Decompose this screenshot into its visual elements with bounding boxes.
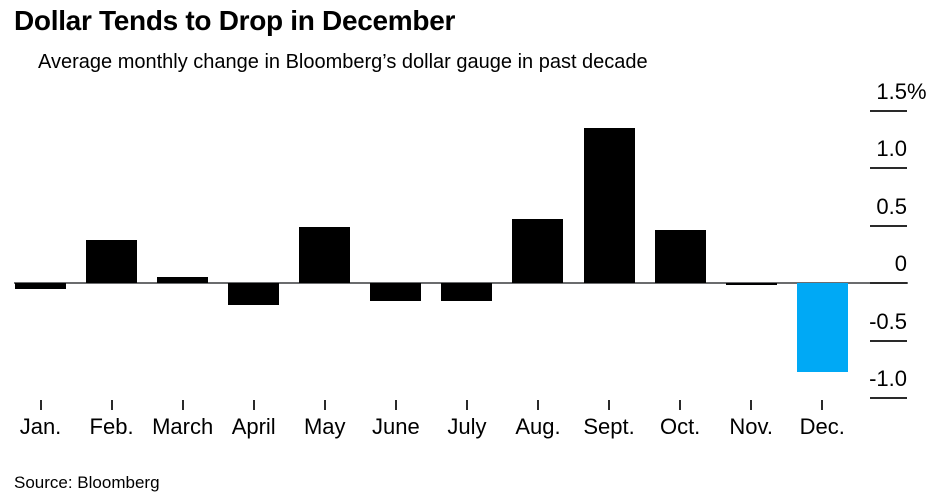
- legend-label: Average monthly change in Bloomberg’s do…: [38, 50, 648, 73]
- y-axis-tick: [870, 397, 907, 399]
- y-axis-label-value: 0: [894, 251, 907, 276]
- y-axis-unit: %: [907, 78, 927, 104]
- x-axis-label: Dec.: [799, 414, 845, 439]
- x-axis-label: Oct.: [659, 414, 701, 439]
- bar-june: [370, 283, 422, 302]
- y-axis-label: -0.5: [817, 308, 907, 335]
- y-axis-label: 0.5: [817, 193, 907, 220]
- y-axis-label-value: -0.5: [869, 308, 907, 334]
- x-axis-tick: [465, 400, 468, 410]
- x-axis-tick: [39, 400, 42, 410]
- x-axis-label: Feb.: [89, 414, 134, 439]
- bar-oct: [654, 230, 706, 283]
- chart-legend: Average monthly change in Bloomberg’s do…: [14, 50, 648, 74]
- x-axis-tick: [394, 400, 397, 410]
- y-axis-label: 0: [817, 250, 907, 277]
- y-axis-tick: [870, 282, 907, 284]
- x-axis-label: Aug.: [515, 414, 561, 439]
- y-axis-tick: [870, 224, 907, 227]
- x-axis-tick: [110, 400, 113, 410]
- x-axis-label: June: [371, 414, 420, 439]
- x-axis-label: March: [152, 414, 214, 439]
- y-axis-label-value: -1.0: [869, 366, 907, 391]
- x-axis-label: Nov.: [729, 414, 773, 439]
- y-axis-label-value: 1.5: [876, 78, 907, 104]
- bar-sept: [583, 127, 635, 283]
- y-axis-label: 1.0: [817, 135, 907, 162]
- y-axis-label-value: 0.5: [876, 193, 907, 219]
- x-axis-label: July: [447, 414, 487, 439]
- bar-jan: [15, 283, 66, 289]
- bar-feb: [86, 240, 138, 283]
- y-axis-tick: [870, 339, 907, 342]
- x-axis-tick: [750, 400, 753, 410]
- source-note: Source: Bloomberg: [14, 473, 160, 492]
- x-axis-label: May: [303, 414, 346, 439]
- y-axis-tick: [870, 109, 907, 112]
- x-axis-tick: [536, 400, 539, 410]
- chart-title: Dollar Tends to Drop in December: [14, 5, 456, 36]
- y-axis-label-value: 1.0: [876, 136, 907, 161]
- x-axis-tick: [679, 400, 682, 410]
- x-axis-label: April: [231, 414, 276, 439]
- legend-swatch-icon: [14, 55, 28, 69]
- x-axis-tick: [821, 400, 824, 410]
- bar-dec: [796, 283, 848, 372]
- x-axis-tick: [181, 400, 184, 410]
- y-axis-label: -1.0: [817, 365, 907, 392]
- x-axis-label: Jan.: [19, 414, 62, 439]
- bar-may: [299, 226, 351, 283]
- y-axis-tick: [870, 167, 907, 169]
- bar-aug: [512, 218, 564, 283]
- x-axis-tick: [608, 400, 611, 410]
- bar-july: [441, 283, 493, 302]
- bar-april: [228, 283, 280, 305]
- x-axis-tick: [252, 400, 255, 410]
- bar-march: [157, 277, 209, 283]
- bar-nov: [725, 283, 777, 286]
- y-axis-label: 1.5%: [817, 78, 926, 105]
- x-axis-tick: [323, 400, 326, 410]
- x-axis-label: Sept.: [583, 414, 635, 439]
